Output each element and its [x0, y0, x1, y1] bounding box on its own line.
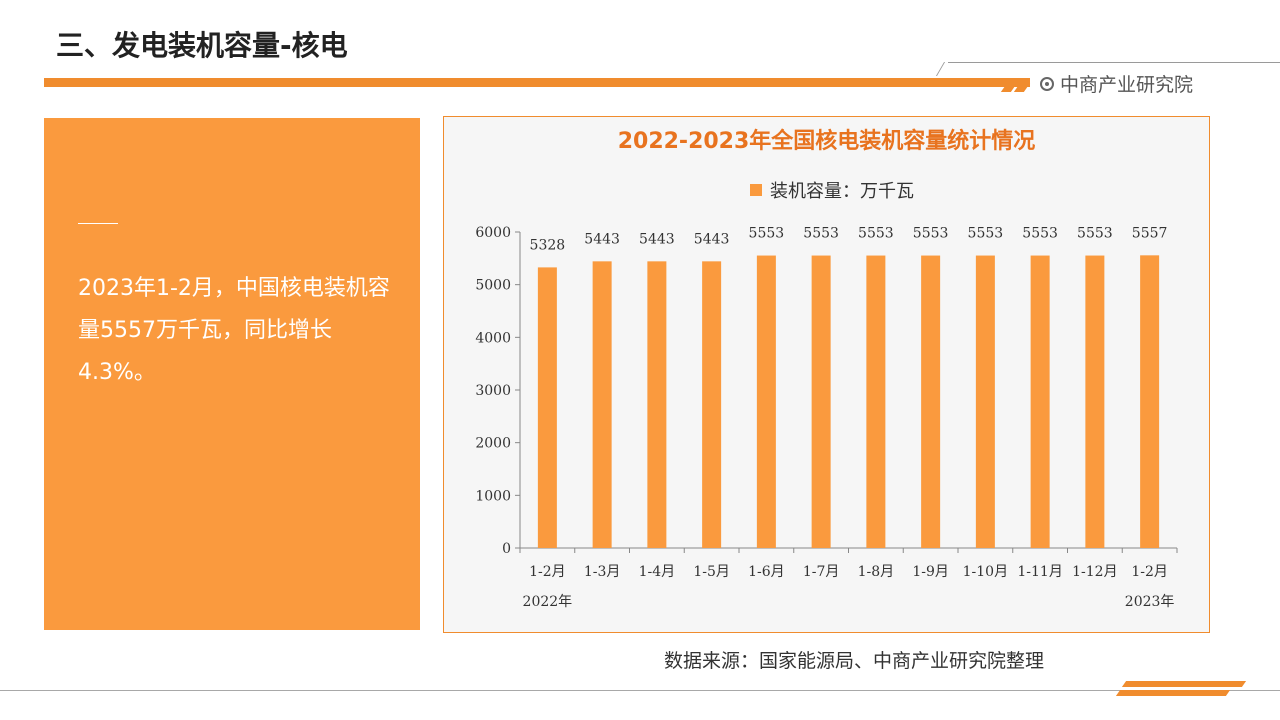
summary-divider [78, 223, 118, 224]
y-tick-label: 1000 [475, 488, 511, 504]
header-rule [948, 62, 1280, 63]
data-label: 5553 [968, 226, 1004, 242]
summary-panel: 2023年1-2月，中国核电装机容量5557万千瓦，同比增长4.3%。 [44, 118, 420, 630]
x-tick-label: 1-10月 [963, 564, 1008, 580]
brand-stripes [1000, 77, 1031, 96]
data-label: 5443 [639, 231, 675, 247]
y-tick-label: 5000 [475, 278, 511, 294]
summary-text: 2023年1-2月，中国核电装机容量5557万千瓦，同比增长4.3%。 [78, 276, 390, 385]
header-rule-slant [935, 62, 946, 76]
y-tick-label: 3000 [475, 383, 511, 399]
year-group-label: 2023年 [1125, 594, 1175, 610]
chart-panel: 2022-2023年全国核电装机容量统计情况 装机容量：万千瓦 0 1000 200… [443, 116, 1210, 633]
bar [702, 261, 722, 548]
bar [921, 255, 941, 549]
bar [647, 261, 667, 548]
data-label: 5328 [530, 237, 566, 253]
data-label: 5553 [913, 226, 949, 242]
bar [537, 267, 557, 548]
data-label: 5553 [803, 226, 839, 242]
chart-legend: 装机容量：万千瓦 [750, 177, 914, 203]
legend-swatch [750, 184, 762, 196]
data-label: 5443 [584, 231, 620, 247]
bar [1030, 255, 1050, 549]
x-tick-label: 1-6月 [748, 564, 785, 580]
y-tick-label: 0 [502, 541, 511, 557]
page-title: 三、发电装机容量-核电 [56, 29, 348, 62]
chart-title: 2022-2023年全国核电装机容量统计情况 [617, 129, 1036, 154]
x-tick-label: 1-8月 [858, 564, 895, 580]
data-label: 5553 [858, 226, 894, 242]
x-tick-label: 1-4月 [639, 564, 676, 580]
x-tick-label: 1-11月 [1017, 564, 1062, 580]
title-underline-bar [44, 78, 1030, 87]
data-label: 5553 [1077, 226, 1113, 242]
y-tick-label: 6000 [475, 225, 511, 241]
bar [975, 255, 995, 549]
data-label: 5553 [749, 226, 785, 242]
x-tick-label: 1-2月 [1131, 564, 1168, 580]
x-tick-label: 1-7月 [803, 564, 840, 580]
bar [1085, 255, 1105, 549]
x-tick-label: 1-5月 [693, 564, 730, 580]
data-label: 5553 [1022, 226, 1058, 242]
bar [756, 255, 776, 549]
brand-name: 中商产业研究院 [1060, 74, 1194, 96]
footer-rule [0, 690, 1280, 691]
data-source-note: 数据来源：国家能源局、中商产业研究院整理 [664, 650, 1045, 672]
brand-logo-icon [1040, 76, 1054, 91]
x-tick-label: 1-9月 [912, 564, 949, 580]
data-label: 5557 [1132, 225, 1168, 241]
bar [811, 255, 831, 549]
bar [592, 261, 612, 548]
x-tick-label: 1-3月 [584, 564, 621, 580]
x-tick-label: 1-2月 [529, 564, 566, 580]
bar [866, 255, 886, 549]
year-group-label: 2022年 [523, 594, 573, 610]
bar [1140, 255, 1160, 548]
data-label: 5443 [694, 231, 730, 247]
footer-stripes [1115, 681, 1247, 699]
bar-chart: 0 1000 2000 3000 4000 5000 6000 5328 1-2月 5443 1-3… [475, 225, 1178, 610]
y-tick-label: 4000 [475, 330, 511, 346]
y-tick-label: 2000 [475, 436, 511, 452]
brand: 中商产业研究院 [1040, 70, 1193, 97]
legend-label: 装机容量：万千瓦 [770, 181, 914, 202]
x-tick-label: 1-12月 [1072, 564, 1117, 580]
